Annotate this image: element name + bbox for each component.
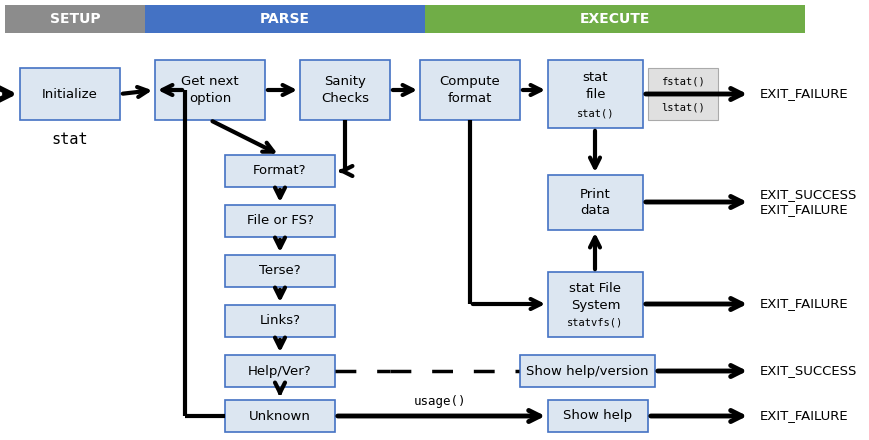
Bar	[225, 255, 335, 287]
Bar	[225, 400, 335, 432]
Text: EXIT_FAILURE: EXIT_FAILURE	[760, 297, 847, 311]
Text: Compute
format: Compute format	[439, 75, 500, 105]
Text: stat
file: stat file	[582, 71, 607, 101]
Text: usage(): usage()	[414, 395, 466, 408]
Text: fstat(): fstat()	[660, 76, 704, 86]
Bar	[647, 68, 717, 94]
Text: Unknown: Unknown	[249, 410, 310, 422]
Bar	[547, 272, 642, 337]
Bar	[225, 155, 335, 187]
Bar	[155, 60, 265, 120]
Text: Print
data: Print data	[580, 187, 610, 217]
Bar	[300, 60, 389, 120]
Text: EXIT_FAILURE: EXIT_FAILURE	[760, 410, 847, 422]
Text: Terse?: Terse?	[259, 264, 301, 278]
Text: stat: stat	[51, 132, 88, 147]
Bar	[647, 94, 717, 120]
Text: EXIT_FAILURE: EXIT_FAILURE	[760, 203, 847, 216]
Bar	[5, 5, 145, 33]
Text: stat(): stat()	[576, 108, 614, 118]
Text: PARSE: PARSE	[260, 12, 309, 26]
Text: Help/Ver?: Help/Ver?	[248, 364, 311, 378]
Text: Initialize: Initialize	[42, 88, 98, 100]
Text: Sanity
Checks: Sanity Checks	[321, 75, 368, 105]
Text: Get next
option: Get next option	[181, 75, 238, 105]
Bar	[547, 175, 642, 230]
Text: Links?: Links?	[259, 315, 300, 327]
Text: EXIT_SUCCESS: EXIT_SUCCESS	[760, 188, 856, 202]
Bar	[547, 400, 647, 432]
Text: Show help: Show help	[563, 410, 632, 422]
Bar	[20, 68, 120, 120]
Text: statvfs(): statvfs()	[567, 318, 623, 328]
Bar	[225, 355, 335, 387]
Bar	[145, 5, 425, 33]
Text: stat File
System: stat File System	[569, 282, 620, 312]
Text: EXIT_FAILURE: EXIT_FAILURE	[760, 88, 847, 100]
Bar	[425, 5, 804, 33]
Bar	[225, 305, 335, 337]
Bar	[520, 355, 654, 387]
Bar	[420, 60, 520, 120]
Bar	[547, 60, 642, 128]
Text: EXECUTE: EXECUTE	[579, 12, 649, 26]
Text: File or FS?: File or FS?	[246, 214, 313, 227]
Text: SETUP: SETUP	[50, 12, 100, 26]
Text: EXIT_SUCCESS: EXIT_SUCCESS	[760, 364, 856, 378]
Text: Show help/version: Show help/version	[526, 364, 648, 378]
Bar	[225, 205, 335, 237]
Text: Format?: Format?	[253, 165, 307, 177]
Text: lstat(): lstat()	[660, 102, 704, 112]
